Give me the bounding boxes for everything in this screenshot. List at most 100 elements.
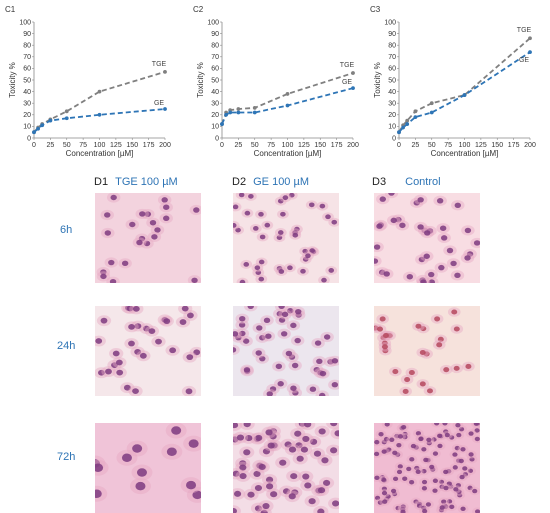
x-tick-label: 150 (314, 142, 326, 149)
data-point-ge (285, 103, 290, 108)
y-tick-label: 10 (23, 124, 31, 131)
chart-panel-label: C1 (5, 5, 16, 14)
y-tick-label: 20 (388, 112, 396, 119)
y-tick-label: 40 (388, 89, 396, 96)
data-point-tge (64, 109, 69, 114)
x-axis-title: Concentration [µM] (431, 149, 499, 158)
y-tick-label: 80 (388, 43, 396, 50)
x-tick-label: 0 (397, 142, 401, 149)
x-tick-label: 150 (491, 142, 503, 149)
x-tick-label: 100 (94, 142, 106, 149)
y-tick-label: 70 (388, 54, 396, 61)
x-tick-label: 200 (159, 142, 171, 149)
data-point-tge (405, 118, 410, 123)
micrograph-2-2 (233, 306, 339, 396)
x-tick-label: 150 (126, 142, 138, 149)
data-point-tge (97, 89, 102, 94)
x-tick-label: 125 (475, 142, 487, 149)
data-point-ge (405, 122, 410, 126)
column-title: TGE 100 µM (115, 176, 178, 188)
y-tick-label: 50 (211, 77, 219, 84)
data-point-tge (163, 69, 167, 74)
x-tick-label: 0 (32, 142, 36, 149)
data-point-ge (401, 125, 405, 130)
series-label-ge: GE (342, 79, 352, 86)
series-label-ge: GE (154, 100, 164, 107)
series-line-tge (398, 37, 531, 133)
data-point-ge (397, 130, 401, 135)
series-line-ge (33, 108, 166, 133)
x-tick-label: 175 (143, 142, 155, 149)
data-point-tge (236, 107, 241, 111)
y-tick-label: 0 (392, 135, 396, 142)
data-point-ge (462, 93, 467, 97)
y-tick-label: 0 (215, 135, 219, 142)
y-tick-label: 100 (384, 19, 396, 26)
y-tick-label: 30 (388, 101, 396, 108)
data-point-ge (528, 50, 532, 55)
y-tick-label: 90 (23, 31, 31, 38)
y-axis-title: Toxicity % (8, 62, 17, 98)
data-point-ge (48, 118, 53, 123)
data-point-tge (285, 92, 290, 96)
x-tick-label: 75 (444, 142, 452, 149)
column-header-d3: D3 Control (372, 176, 441, 188)
x-tick-label: 25 (411, 142, 419, 149)
y-tick-label: 0 (27, 135, 31, 142)
data-point-ge (228, 110, 233, 115)
data-point-ge (236, 110, 241, 115)
data-point-ge (220, 122, 224, 126)
micrograph-3-3 (374, 423, 480, 513)
x-tick-label: 100 (459, 142, 471, 149)
x-axis-title: Concentration [µM] (66, 149, 134, 158)
data-point-tge (429, 101, 434, 106)
micrograph-3-1 (374, 193, 480, 283)
data-point-ge (413, 115, 418, 120)
x-tick-label: 200 (347, 142, 359, 149)
micrograph-2-1 (233, 193, 339, 283)
x-tick-label: 125 (298, 142, 310, 149)
micrograph-3-2 (374, 306, 480, 396)
data-point-ge (32, 130, 36, 135)
series-line-tge (221, 72, 354, 125)
x-tick-label: 125 (110, 142, 122, 149)
row-label-24h: 24h (57, 340, 76, 352)
y-tick-label: 80 (23, 43, 31, 50)
data-point-ge (429, 110, 434, 115)
y-tick-label: 70 (23, 54, 31, 61)
y-tick-label: 10 (211, 124, 219, 131)
series-line-ge (398, 51, 531, 133)
y-tick-label: 20 (211, 112, 219, 119)
y-tick-label: 30 (211, 101, 219, 108)
chart-panel-label: C2 (193, 5, 204, 14)
column-header-d1: D1 TGE 100 µM (94, 176, 178, 188)
y-tick-label: 30 (23, 101, 31, 108)
x-tick-label: 75 (79, 142, 87, 149)
row-label-6h: 6h (60, 224, 73, 236)
x-tick-label: 50 (251, 142, 259, 149)
micrograph-1-3 (95, 423, 201, 513)
data-point-tge (351, 71, 355, 75)
data-point-tge (252, 105, 257, 110)
micrograph-2-3 (233, 423, 339, 513)
y-axis-title: Toxicity % (196, 62, 205, 98)
column-title: Control (405, 176, 441, 188)
y-tick-label: 40 (211, 89, 219, 96)
y-tick-label: 10 (388, 124, 396, 131)
x-tick-label: 200 (524, 142, 536, 149)
data-point-ge (224, 112, 228, 117)
x-tick-label: 50 (428, 142, 436, 149)
column-letter: D2 (232, 176, 247, 188)
chart-panel-label: C3 (370, 5, 381, 14)
y-tick-label: 90 (211, 31, 219, 38)
data-point-tge (528, 36, 532, 41)
series-line-tge (33, 71, 166, 133)
y-tick-label: 50 (388, 77, 396, 84)
y-tick-label: 60 (388, 66, 396, 73)
data-point-ge (351, 86, 355, 91)
column-letter: D1 (94, 176, 109, 188)
y-tick-label: 90 (388, 31, 396, 38)
x-axis-title: Concentration [µM] (254, 149, 322, 158)
y-tick-label: 60 (23, 66, 31, 73)
